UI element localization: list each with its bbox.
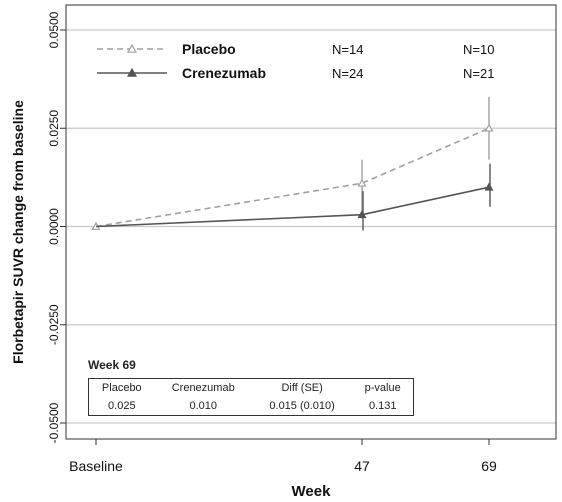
stats-header-diff: Diff (SE) xyxy=(252,379,353,398)
series-line-placebo xyxy=(96,128,489,226)
legend-label: Crenezumab xyxy=(182,65,266,81)
stats-title: Week 69 xyxy=(88,358,414,372)
stats-value-crenezumab: 0.010 xyxy=(155,397,252,416)
x-axis-label: Week xyxy=(292,483,332,500)
x-axis: Baseline 47 69 xyxy=(69,439,497,474)
stats-value-placebo: 0.025 xyxy=(89,397,155,416)
legend-n-label: N=14 xyxy=(332,42,363,57)
stats-table: Placebo Crenezumab Diff (SE) p-value 0.0… xyxy=(88,378,414,416)
data-point xyxy=(486,184,493,190)
x-tick-label: 69 xyxy=(481,458,497,474)
series-layer xyxy=(93,97,493,231)
y-axis-label: Florbetapir SUVR change from baseline xyxy=(10,100,26,364)
stats-header-row: Placebo Crenezumab Diff (SE) p-value xyxy=(89,379,414,398)
stats-value-pvalue: 0.131 xyxy=(352,397,413,416)
legend: Placebo N=14 N=10 Crenezumab N=24 N=21 xyxy=(97,41,494,81)
x-tick-label: 47 xyxy=(354,458,370,474)
stats-value-diff: 0.015 (0.010) xyxy=(252,397,353,416)
stats-header-crenezumab: Crenezumab xyxy=(155,379,252,398)
legend-n-label: N=21 xyxy=(463,66,494,81)
y-tick-label: -0.0250 xyxy=(47,304,61,345)
y-tick-label: 0.0250 xyxy=(47,110,61,147)
y-tick-label: -0.0500 xyxy=(47,402,61,443)
legend-label: Placebo xyxy=(182,41,236,57)
stats-header-placebo: Placebo xyxy=(89,379,155,398)
week69-stats-panel: Week 69 Placebo Crenezumab Diff (SE) p-v… xyxy=(88,358,414,416)
y-tick-label: 0.0500 xyxy=(47,11,61,48)
y-tick-label: 0.0000 xyxy=(47,208,61,245)
stats-header-pvalue: p-value xyxy=(352,379,413,398)
x-tick-label: Baseline xyxy=(69,458,123,474)
legend-n-label: N=24 xyxy=(332,66,363,81)
series-line-crenezumab xyxy=(96,187,489,226)
stats-value-row: 0.025 0.010 0.015 (0.010) 0.131 xyxy=(89,397,414,416)
y-axis: 0.0500 0.0250 0.0000 -0.0250 -0.0500 xyxy=(47,11,66,443)
legend-n-label: N=10 xyxy=(463,42,494,57)
